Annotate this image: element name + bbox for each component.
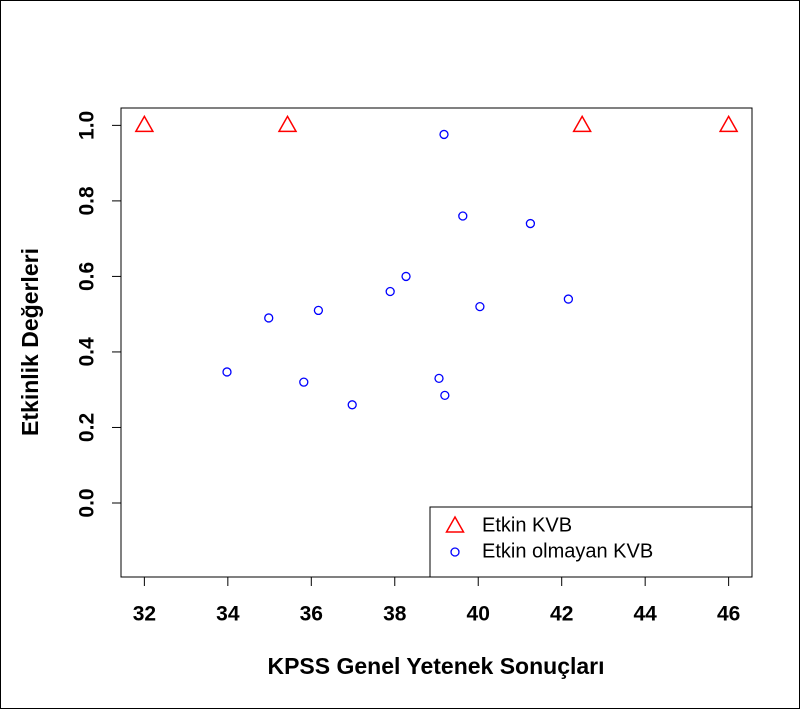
y-tick-label: 0.0 xyxy=(76,488,99,517)
x-tick-label: 44 xyxy=(633,603,657,626)
legend-label: Etkin KVB xyxy=(482,514,572,536)
circle-point xyxy=(347,400,357,410)
legend-label: Etkin olmayan KVB xyxy=(482,540,653,562)
x-tick-label: 32 xyxy=(133,603,156,626)
circle-point xyxy=(525,218,536,229)
y-axis-label: Etkinlik Değerleri xyxy=(17,248,43,436)
y-tick-label: 0.4 xyxy=(76,337,99,367)
triangle-point xyxy=(572,114,592,133)
circle-point xyxy=(450,547,460,557)
circle-point xyxy=(458,211,468,221)
circle-point xyxy=(222,367,232,377)
x-tick-label: 46 xyxy=(717,603,740,626)
circle-point xyxy=(401,271,411,282)
triangle-point xyxy=(134,114,155,133)
y-tick-label: 1.0 xyxy=(76,111,99,140)
circle-point xyxy=(563,294,574,304)
x-tick-label: 34 xyxy=(216,603,240,626)
triangle-point xyxy=(445,515,465,533)
triangle-point xyxy=(277,114,298,133)
circle-point xyxy=(313,305,324,316)
x-tick-label: 38 xyxy=(383,603,407,626)
y-tick-label: 0.2 xyxy=(76,413,99,442)
circle-point xyxy=(475,301,485,312)
x-tick-label: 36 xyxy=(300,603,323,626)
circle-point xyxy=(439,129,449,140)
circle-point xyxy=(385,286,395,297)
x-tick-label: 42 xyxy=(550,603,573,626)
circle-point xyxy=(299,377,309,387)
y-tick-label: 0.8 xyxy=(76,186,99,216)
triangle-point xyxy=(718,114,739,133)
circle-point xyxy=(434,373,444,384)
legend-box xyxy=(429,506,753,578)
circle-point xyxy=(264,313,274,323)
x-tick-label: 40 xyxy=(467,603,490,626)
circle-point xyxy=(440,390,450,401)
x-axis-label: KPSS Genel Yetenek Sonuçları xyxy=(267,653,604,679)
y-tick-label: 0.6 xyxy=(76,262,99,291)
